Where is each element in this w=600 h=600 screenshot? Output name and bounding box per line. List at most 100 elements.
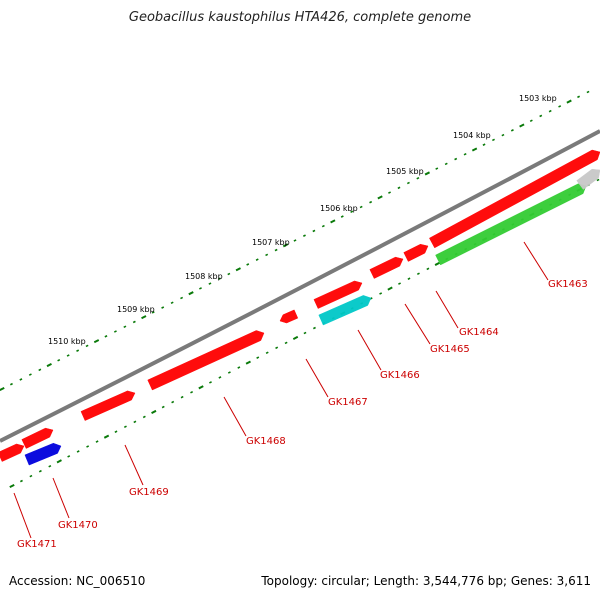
kbp-label-1508: 1508 kbp: [185, 272, 223, 281]
outer-tick: [471, 147, 478, 152]
gene-gk1466-arrow[interactable]: [318, 295, 372, 326]
gene-gk1463-arrow[interactable]: [429, 149, 600, 249]
kbp-label-1510: 1510 kbp: [48, 337, 86, 346]
inner-tick: [56, 459, 62, 464]
outer-tick: [302, 234, 306, 237]
outer-tick: [227, 272, 231, 276]
outer-tick: [19, 378, 23, 381]
outer-tick: [151, 311, 155, 314]
outer-tick: [321, 224, 325, 228]
outer-tick: [369, 200, 373, 204]
outer-tick: [406, 181, 410, 185]
kbp-label-1507: 1507 kbp: [252, 238, 290, 247]
kbp-label-1504: 1504 kbp: [453, 131, 491, 140]
outer-tick: [529, 119, 533, 123]
outer-tick: [104, 335, 108, 338]
inner-tick: [114, 430, 118, 433]
gene-label-gk1465[interactable]: GK1465: [430, 344, 470, 355]
inner-tick: [86, 445, 90, 448]
gene-gk1470-arrow[interactable]: [21, 427, 54, 449]
inner-tick: [190, 390, 194, 394]
inner-tick: [209, 381, 212, 384]
gene-label-gk1467[interactable]: GK1467: [328, 397, 368, 408]
outer-tick: [388, 191, 391, 194]
inner-tick: [9, 483, 15, 489]
outer-tick: [161, 306, 165, 309]
outer-tick: [340, 215, 344, 218]
inner-tick: [218, 376, 222, 379]
inner-tick: [198, 385, 204, 390]
gene-label-gk1463[interactable]: GK1463: [548, 279, 588, 290]
leader-gk1471: [13, 492, 32, 539]
outer-tick: [312, 229, 316, 233]
leader-gk1468: [223, 396, 247, 437]
gene-label-gk1468[interactable]: GK1468: [246, 436, 286, 447]
outer-tick: [76, 349, 80, 352]
outer-tick: [510, 129, 514, 132]
inner-tick: [151, 409, 157, 415]
kbp-label-1509: 1509 kbp: [117, 305, 155, 314]
inner-tick: [407, 277, 411, 280]
outer-tick: [113, 330, 117, 333]
outer-tick: [66, 354, 70, 357]
outer-tick: [274, 248, 278, 252]
inner-tick: [19, 479, 23, 483]
inner-tick: [161, 405, 165, 409]
outer-tick: [57, 358, 61, 362]
outer-tick: [330, 219, 336, 224]
gene-label-gk1464[interactable]: GK1464: [459, 327, 499, 338]
outer-tick: [548, 109, 552, 113]
outer-tick: [85, 344, 89, 348]
gene-gk1465-arrow[interactable]: [369, 256, 404, 279]
outer-tick: [482, 143, 486, 146]
inner-tick: [48, 464, 52, 468]
genome-backbone: [0, 129, 600, 443]
inner-tick: [312, 326, 316, 330]
outer-tick: [577, 95, 581, 99]
outer-tick: [208, 282, 212, 285]
gene-gk1470-blue-arrow[interactable]: [24, 442, 62, 466]
outer-tick: [492, 138, 495, 142]
gene-gk1469-arrow[interactable]: [80, 390, 136, 421]
outer-tick: [93, 339, 100, 344]
outer-tick: [519, 123, 525, 128]
gene-gk1471-arrow[interactable]: [0, 443, 25, 462]
gene-label-gk1471[interactable]: GK1471: [17, 539, 57, 550]
accession-text: Accession: NC_006510: [9, 574, 146, 588]
gene-label-gk1470[interactable]: GK1470: [58, 520, 98, 531]
gene-label-gk1466[interactable]: GK1466: [380, 370, 420, 381]
topology-info-text: Topology: circular; Length: 3,544,776 bp…: [261, 574, 591, 588]
inner-tick: [67, 455, 71, 458]
gene-gk1467b-arrow[interactable]: [279, 309, 299, 324]
outer-tick: [9, 382, 13, 386]
inner-tick: [29, 474, 33, 478]
inner-tick: [237, 366, 241, 369]
gene-grey-arrow[interactable]: [576, 168, 600, 190]
gene-gk1464-arrow[interactable]: [403, 243, 429, 262]
leader-gk1467: [305, 358, 329, 398]
inner-tick: [379, 292, 383, 295]
gene-gk1468-arrow[interactable]: [147, 330, 265, 391]
inner-tick: [95, 440, 99, 443]
kbp-label-1506: 1506 kbp: [320, 204, 358, 213]
inner-tick: [284, 341, 288, 345]
outer-tick: [217, 277, 221, 281]
inner-tick: [171, 400, 175, 404]
inner-tick: [398, 282, 401, 285]
outer-tick: [38, 368, 42, 372]
outer-tick: [199, 287, 202, 290]
inner-tick: [180, 395, 184, 399]
gene-gk1467-arrow[interactable]: [313, 280, 363, 309]
label-leaders: [13, 241, 549, 539]
outer-tick: [463, 152, 467, 156]
kbp-label-1505: 1505 kbp: [386, 167, 424, 176]
outer-tick: [566, 99, 572, 104]
inner-tick: [416, 272, 420, 276]
inner-tick: [227, 371, 231, 374]
kbp-labels: 1503 kbp 1504 kbp 1505 kbp 1506 kbp 1507…: [48, 94, 557, 346]
outer-tick: [501, 133, 505, 137]
outer-tick: [132, 320, 136, 324]
gene-label-gk1469[interactable]: GK1469: [129, 487, 169, 498]
outer-tick: [350, 210, 354, 214]
